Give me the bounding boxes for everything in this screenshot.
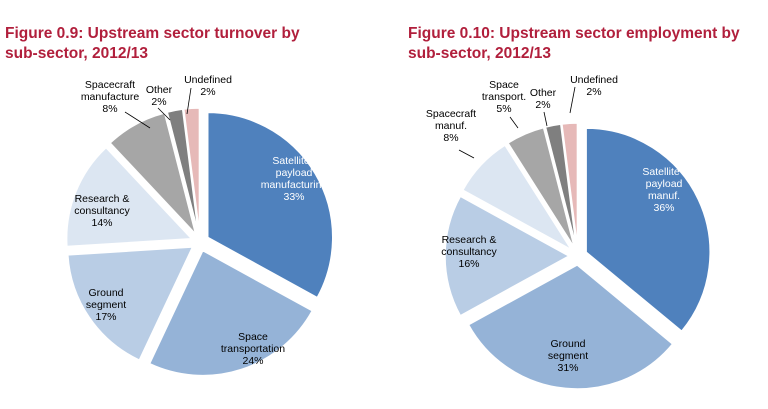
- slice-label: Satellite / payload manuf. 36%: [642, 166, 685, 214]
- pie-slice-undefined: [182, 107, 201, 234]
- figure-0-9-title-line2: sub-sector, 2012/13: [5, 45, 149, 62]
- pie-slice-spacecraft-manufacture: [109, 112, 197, 235]
- pie-chart-1: Satellite / payload manufacturing 33% Space t…: [65, 74, 334, 377]
- slice-label: Ground segment 17%: [86, 287, 126, 323]
- slice-label: Other 2%: [146, 84, 173, 108]
- pie-slice-satellite-payload-manufacturing: [206, 111, 334, 299]
- slice-label: Undefined 2%: [184, 74, 232, 98]
- pie-slice-other: [544, 123, 578, 248]
- pie-slice-satellite-payload-manuf: [585, 127, 711, 333]
- slice-label: Spacecraft manufacture 8%: [81, 79, 140, 115]
- pie-slice-spacecraft-manuf: [461, 144, 573, 251]
- slice-label: Other 2%: [530, 87, 557, 111]
- pie-slice-research-consultancy: [65, 146, 194, 248]
- pie-slice-ground-segment: [67, 246, 194, 362]
- leader-line: [124, 111, 151, 129]
- slice-label: Research & consultancy 14%: [74, 193, 130, 229]
- pie-slice-ground-segment: [467, 264, 674, 390]
- leader-line: [157, 107, 171, 121]
- pie-slice-research-consultancy: [444, 195, 571, 317]
- leader-line: [543, 111, 548, 127]
- figure-0-9-title-line1: Figure 0.9: Upstream sector turnover by: [5, 25, 300, 42]
- leader-line: [186, 87, 192, 115]
- leader-line: [509, 116, 519, 129]
- leader-line: [569, 86, 576, 114]
- pie-slice-space-transport: [506, 126, 576, 249]
- leader-line: [458, 149, 475, 159]
- pie-slice-space-transportation: [148, 249, 314, 377]
- pie-slice-other: [166, 108, 200, 234]
- pie-chart-2: Satellite / payload manuf. 36% Ground segment…: [426, 74, 711, 390]
- pie-slice-undefined: [561, 122, 579, 248]
- slice-label: Research & consultancy 16%: [441, 234, 497, 270]
- figure-0-10-title: Figure 0.10: Upstream sector employment …: [408, 24, 740, 64]
- figure-0-10-title-line1: Figure 0.10: Upstream sector employment …: [408, 25, 740, 42]
- figure-0-10-title-line2: sub-sector, 2012/13: [408, 45, 552, 62]
- figure-0-9-title: Figure 0.9: Upstream sector turnover by …: [5, 24, 300, 64]
- slice-label: Satellite / payload manufacturing 33%: [261, 155, 328, 203]
- slice-label: Undefined 2%: [570, 74, 618, 98]
- slice-label: Ground segment 31%: [548, 338, 588, 374]
- slice-label: Spacecraft manuf. 8%: [426, 108, 476, 144]
- slice-label: Space transport. 5%: [482, 79, 526, 115]
- slice-label: Space transportation 24%: [221, 331, 285, 367]
